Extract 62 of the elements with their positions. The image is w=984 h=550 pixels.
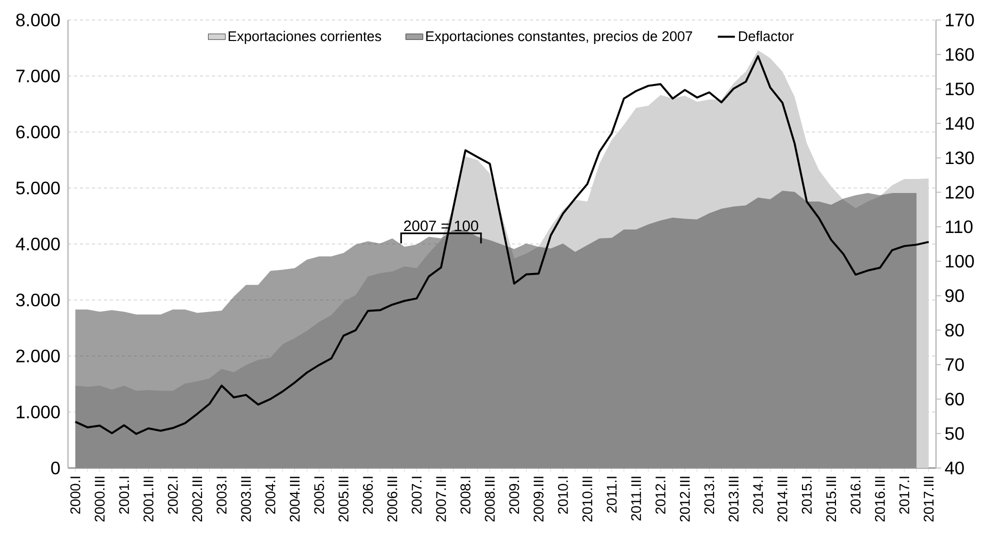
y2-tick-label: 80	[945, 324, 964, 337]
x-tick-label: 2014.I	[753, 476, 763, 514]
x-tick-label: 2012.I	[656, 476, 666, 514]
x-tick-label: 2003.III	[241, 476, 251, 522]
y2-tick-label: 60	[945, 392, 964, 406]
x-tick-label: 2009.III	[534, 476, 544, 522]
y2-tick-label: 110	[946, 220, 973, 234]
x-tick-label: 2005.I	[314, 476, 324, 514]
y2-tick-label: 40	[944, 462, 964, 474]
x-tick-label: 2004.I	[265, 476, 276, 514]
x-tick-label: 2010.III	[582, 476, 592, 522]
y-tick-label: 4.000	[16, 238, 60, 250]
x-tick-label: 2010.I	[558, 476, 568, 514]
legend-label: Exportaciones corrientes	[228, 30, 382, 44]
x-tick-label: 2008.I	[460, 476, 470, 514]
x-tick-label: 2004.III	[290, 476, 300, 522]
x-tick-label: 2011.I	[606, 476, 617, 513]
x-tick-label: 2012.III	[680, 476, 690, 522]
y2-tick-label: 130	[946, 151, 974, 164]
y2-tick-label: 120	[946, 186, 974, 199]
x-tick-label: 2011.III	[631, 476, 642, 520]
y-tick-label: 6.000	[16, 126, 60, 138]
y-tick-label: 0	[51, 462, 60, 474]
x-tick-label: 2008.III	[484, 476, 495, 522]
legend-label: Deflactor	[739, 30, 794, 42]
y-tick-label: 3.000	[16, 294, 60, 306]
x-tick-label: 2001.III	[144, 476, 154, 522]
x-tick-label: 2002.I	[168, 476, 178, 514]
x-tick-label: 2017.I	[899, 476, 910, 514]
y-tick-label: 5.000	[16, 182, 60, 194]
x-tick-label: 2007.III	[436, 476, 446, 522]
x-tick-label: 2002.III	[192, 476, 202, 522]
y-tick-label: 1.000	[16, 406, 60, 418]
y2-tick-label: 170	[946, 14, 974, 26]
x-tick-label: 2014.III	[777, 476, 788, 522]
y2-tick-label: 160	[946, 48, 974, 61]
x-tick-label: 2013.I	[704, 476, 714, 514]
x-tick-label: 2006.I	[362, 476, 373, 514]
y2-tick-label: 150	[946, 82, 974, 96]
x-tick-label: 2006.III	[387, 476, 398, 522]
y2-tick-label: 140	[946, 117, 974, 130]
legend-label: Exportaciones constantes, precios de 2007	[426, 30, 692, 44]
x-tick-label: 2005.III	[338, 476, 348, 522]
x-tick-label: 2003.I	[216, 476, 227, 514]
y2-tick-label: 50	[945, 427, 964, 440]
x-tick-label: 2000.III	[94, 476, 105, 522]
x-tick-label: 2016.I	[850, 476, 861, 514]
y-tick-label: 7.000	[16, 70, 60, 82]
y2-tick-label: 70	[945, 358, 964, 371]
x-tick-label: 2000.I	[70, 476, 80, 514]
x-tick-label: 2015.I	[802, 476, 812, 514]
x-tick-label: 2013.III	[728, 476, 739, 522]
x-tick-label: 2001.I	[119, 476, 130, 514]
x-tick-label: 2016.III	[874, 476, 885, 522]
y-tick-label: 8.000	[16, 14, 60, 26]
x-tick-label: 2009.I	[509, 476, 520, 514]
y2-tick-label: 100	[946, 254, 974, 268]
y2-tick-label: 90	[945, 289, 964, 302]
x-tick-label: 2007.I	[412, 476, 422, 514]
x-tick-label: 2017.III	[924, 476, 934, 522]
x-tick-label: 2015.III	[826, 476, 836, 522]
y-tick-label: 2.000	[16, 350, 60, 362]
